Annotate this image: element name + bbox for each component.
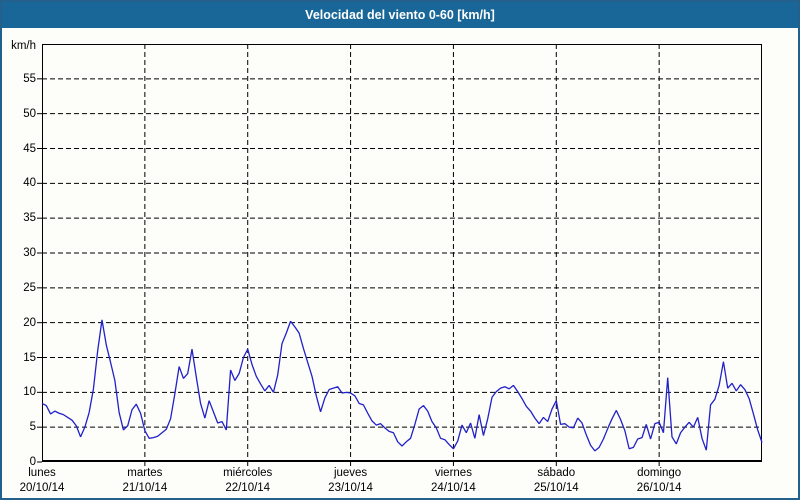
day-name: sábado xyxy=(537,467,576,479)
y-tick-label-0: 0 xyxy=(29,456,36,468)
plot-area xyxy=(37,44,763,466)
day-date: 25/10/14 xyxy=(533,482,579,494)
x-day-label-viernes: viernes 24/10/14 xyxy=(398,466,508,496)
day-date: 22/10/14 xyxy=(225,482,271,494)
chart-title: Velocidad del viento 0-60 [km/h] xyxy=(305,8,495,22)
day-name: lunes xyxy=(28,467,56,479)
y-tick-label-15: 15 xyxy=(23,351,36,364)
y-axis-unit-label: km/h xyxy=(11,40,36,52)
y-tick-label-20: 20 xyxy=(23,316,36,329)
y-tick-label-50: 50 xyxy=(23,107,36,120)
wind-speed-series xyxy=(41,319,763,452)
day-date: 24/10/14 xyxy=(431,482,476,494)
x-day-label-lunes: lunes 20/10/14 xyxy=(2,466,97,496)
day-date: 20/10/14 xyxy=(19,482,65,494)
y-tick-label-30: 30 xyxy=(23,247,36,259)
x-day-label-miércoles: miércoles 22/10/14 xyxy=(193,466,303,496)
x-day-label-sábado: sábado 25/10/14 xyxy=(501,466,611,496)
y-tick-label-10: 10 xyxy=(23,386,36,399)
x-day-label-martes: martes 21/10/14 xyxy=(90,466,200,496)
y-tick-label-55: 55 xyxy=(23,72,36,85)
day-name: miércoles xyxy=(223,467,273,479)
x-day-label-domingo: domingo 26/10/14 xyxy=(604,466,714,496)
day-name: martes xyxy=(127,467,163,479)
y-tick-label-35: 35 xyxy=(23,212,36,225)
y-tick-label-25: 25 xyxy=(23,281,36,294)
chart-title-bar: Velocidad del viento 0-60 [km/h] xyxy=(2,2,798,28)
day-date: 26/10/14 xyxy=(636,482,682,494)
day-name: jueves xyxy=(333,467,368,479)
day-name: domingo xyxy=(637,467,682,479)
y-tick-label-45: 45 xyxy=(23,142,36,155)
wind-speed-line-chart xyxy=(37,44,763,466)
day-date: 21/10/14 xyxy=(122,482,168,494)
y-tick-label-40: 40 xyxy=(23,177,36,190)
day-name: viernes xyxy=(434,467,472,479)
y-tick-label-5: 5 xyxy=(29,421,36,434)
x-day-label-jueves: jueves 23/10/14 xyxy=(296,466,406,496)
day-date: 23/10/14 xyxy=(328,482,373,494)
